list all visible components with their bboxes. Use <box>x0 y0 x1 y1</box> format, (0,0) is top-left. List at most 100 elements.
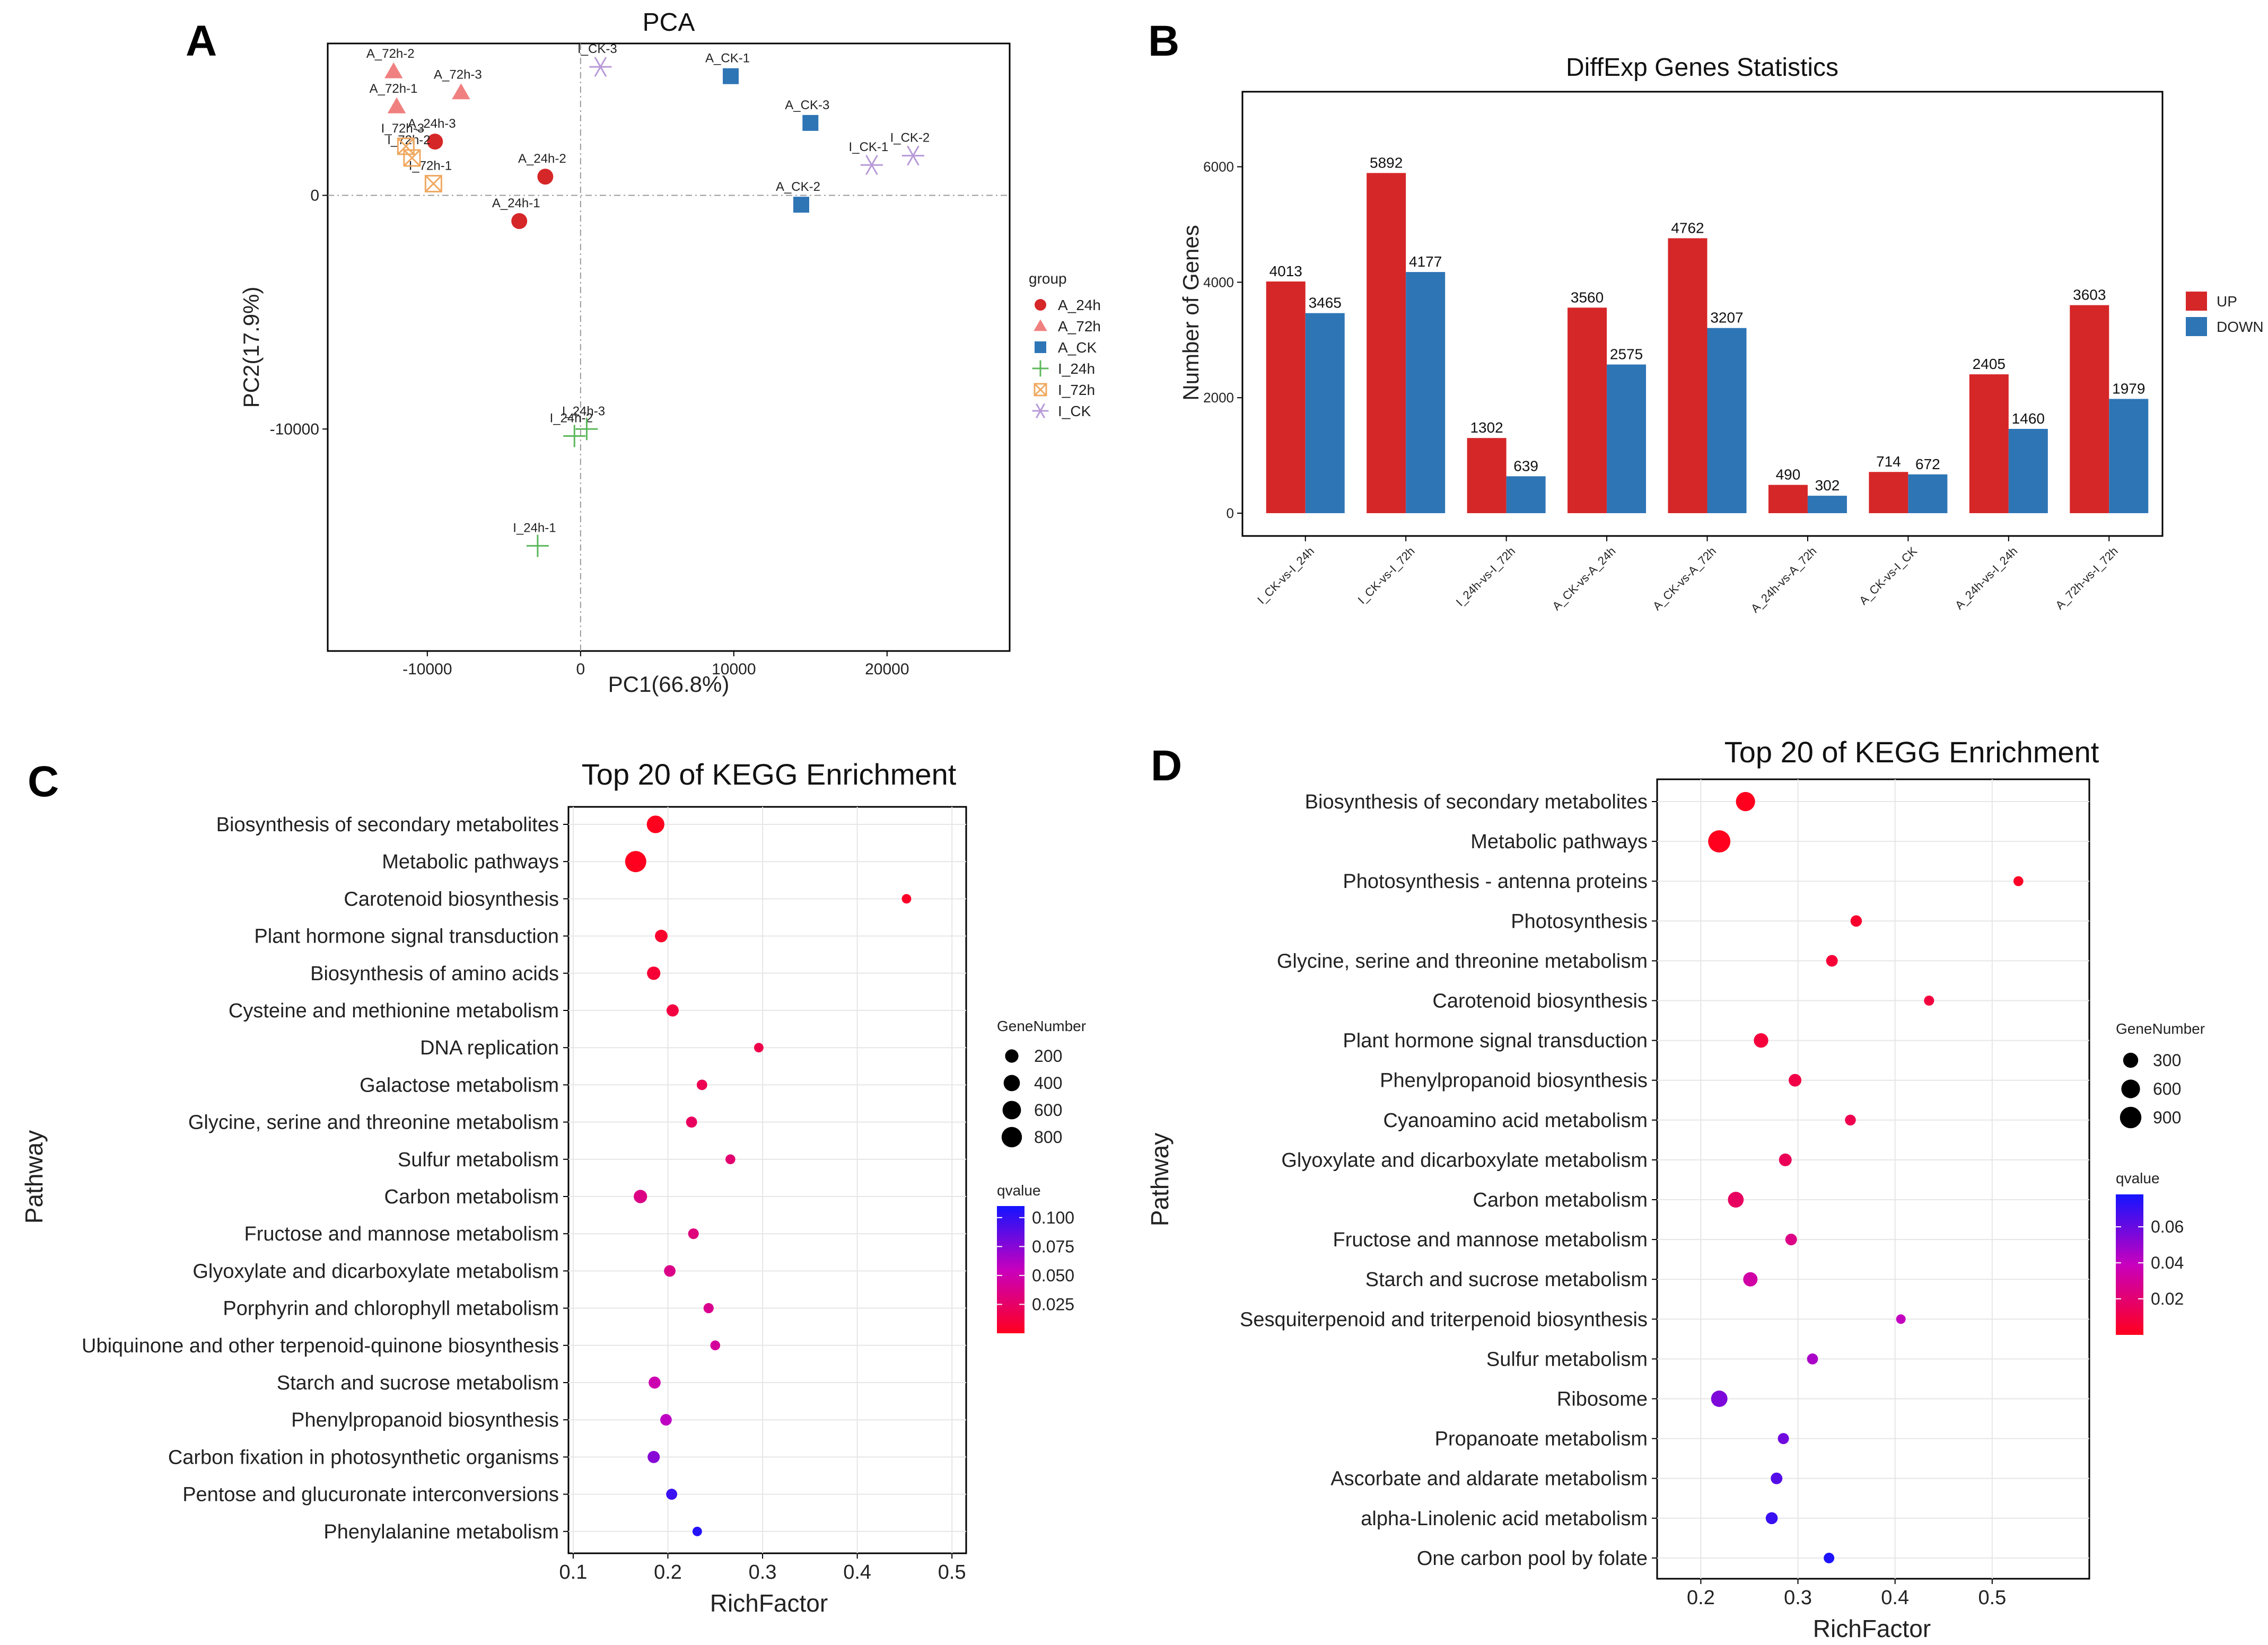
bar-legend: UP DOWN <box>2186 292 2264 336</box>
kegg-d-size-legend-label: 600 <box>2153 1079 2181 1098</box>
pca-legend-key-shape <box>1032 360 1049 377</box>
kegg-c-size-legend-key <box>1001 1127 1022 1148</box>
pca-point <box>793 197 809 213</box>
pca-legend-label: I_24h <box>1058 360 1095 377</box>
kegg-c-bubble <box>655 929 668 943</box>
pca-point-label: A_CK-1 <box>705 51 750 66</box>
bar-value-label: 672 <box>1915 456 1940 472</box>
pca-legend-key <box>1032 360 1049 377</box>
bar-value-label: 1460 <box>2012 410 2045 427</box>
kegg-c-plot-frame <box>567 806 967 1554</box>
bar <box>1807 496 1847 513</box>
kegg-d-x-tick-label: 0.2 <box>1687 1587 1715 1609</box>
pca-point <box>860 155 883 175</box>
panel-a: A PCA -10000 0 10000 20000 0 -10000 A_24h-1 A_2… <box>186 8 1101 697</box>
kegg-d-pathway-label: Carotenoid biosynthesis <box>1432 990 1648 1013</box>
bar <box>1506 476 1546 513</box>
pca-point-label: I_CK-3 <box>577 42 617 56</box>
bar-x-tick-label: A_CK-vs-A_24h <box>1549 544 1618 613</box>
panel-letter-d: D <box>1151 742 1182 790</box>
bar-value-label: 1979 <box>2112 380 2145 397</box>
pca-legend-key <box>1032 403 1049 419</box>
kegg-c-bubble <box>666 1004 679 1017</box>
kegg-d-legend: GeneNumber qvalue 300 600 900 0.06 0.04 0.02 <box>2116 1021 2205 1335</box>
bar <box>1305 313 1345 513</box>
pca-point-label: A_24h-3 <box>408 117 456 131</box>
kegg-c-bubble <box>686 1116 697 1128</box>
panel-letter-c: C <box>28 758 59 806</box>
kegg-c-size-legend-label: 600 <box>1034 1101 1062 1120</box>
kegg-c-color-legend-title: qvalue <box>997 1182 1041 1199</box>
pca-point <box>511 213 528 229</box>
pca-point <box>589 57 612 77</box>
kegg-c-size-legend-title: GeneNumber <box>997 1018 1086 1034</box>
pca-legend-label: I_CK <box>1058 403 1091 419</box>
bar-value-label: 3465 <box>1309 295 1342 311</box>
bar-x-tick-label: A_CK-vs-A_72h <box>1650 544 1719 613</box>
kegg-d-pathway-label: Ribosome <box>1557 1388 1648 1411</box>
kegg-c-pathway-label: Glyoxylate and dicarboxylate metabolism <box>192 1260 559 1282</box>
kegg-d-pathway-label: Cyanoamino acid metabolism <box>1383 1110 1648 1132</box>
kegg-d-bubble <box>1779 1153 1792 1166</box>
bar <box>2109 399 2149 513</box>
pca-point-label: I_24h-1 <box>513 521 556 535</box>
bar-x-tick-label: A_24h-vs-I_24h <box>1952 544 2020 612</box>
kegg-d-bubble <box>1777 1433 1789 1445</box>
kegg-c-x-axis-label: RichFactor <box>710 1589 828 1617</box>
bar <box>2008 429 2048 513</box>
bar-value-label: 4013 <box>1269 263 1302 279</box>
kegg-c-pathway-label: Carbon fixation in photosynthetic organi… <box>168 1446 559 1468</box>
kegg-c-size-legend-key <box>1002 1101 1021 1120</box>
kegg-c-bubble <box>625 851 646 873</box>
kegg-d-size-legend-title: GeneNumber <box>2116 1021 2205 1037</box>
pca-point <box>526 534 549 557</box>
pca-legend-key <box>1035 341 1046 353</box>
kegg-c-color-legend-label: 0.025 <box>1032 1295 1074 1314</box>
pca-point-shape <box>563 425 586 447</box>
pca-legend-key <box>1034 319 1047 331</box>
kegg-d-bubble <box>1824 1552 1835 1563</box>
kegg-d-pathway-label: Biosynthesis of secondary metabolites <box>1305 791 1648 813</box>
kegg-d-bubble <box>1924 995 1934 1006</box>
bar <box>2070 305 2109 513</box>
kegg-d-pathway-label: Photosynthesis - antenna proteins <box>1343 870 1648 893</box>
pca-point-label: I_24h-3 <box>562 404 605 418</box>
kegg-c-bubble <box>646 815 664 833</box>
pca-point <box>424 174 442 192</box>
bar-y-tick-label: 4000 <box>1203 274 1234 290</box>
kegg-d-color-legend-bar <box>2116 1194 2143 1335</box>
bar-x-tick-label: I_CK-vs-I_72h <box>1355 544 1417 606</box>
kegg-c-color-legend-label: 0.075 <box>1032 1237 1074 1256</box>
kegg-d-pathway-label: Glycine, serine and threonine metabolism <box>1277 950 1648 972</box>
panel-letter-b: B <box>1148 17 1179 65</box>
pca-point-shape <box>397 137 415 155</box>
pca-point-label: A_CK-3 <box>785 98 829 112</box>
kegg-c-x-tick-label: 0.4 <box>843 1561 871 1584</box>
bar-x-tick-label: I_24h-vs-I_72h <box>1453 544 1518 609</box>
pca-x-tick-label: 0 <box>576 661 585 678</box>
pca-point-label: A_72h-3 <box>434 68 482 82</box>
kegg-c-pathway-label: Cysteine and methionine metabolism <box>229 1000 559 1022</box>
kegg-c-color-legend-bar <box>997 1206 1024 1333</box>
kegg-d-color-legend-label: 0.04 <box>2151 1253 2184 1272</box>
kegg-c-pathway-label: Biosynthesis of secondary metabolites <box>216 814 559 836</box>
kegg-d-color-legend-label: 0.02 <box>2151 1289 2184 1308</box>
bar <box>1367 173 1406 513</box>
bar <box>1607 364 1647 513</box>
pca-legend-key-shape <box>1032 403 1049 419</box>
pca-legend-label: I_72h <box>1058 382 1095 398</box>
pca-point-shape <box>901 145 924 166</box>
kegg-d-x-tick-label: 0.4 <box>1881 1587 1909 1609</box>
bar-value-label: 5892 <box>1370 154 1403 171</box>
bar <box>1969 374 2009 513</box>
pca-point <box>403 149 421 167</box>
pca-point <box>537 169 554 185</box>
pca-point-cross <box>425 175 442 192</box>
bar-legend-key <box>2186 317 2207 336</box>
pca-point-shape <box>384 62 403 78</box>
kegg-d-color-legend-title: qvalue <box>2116 1170 2160 1186</box>
pca-point <box>723 68 739 84</box>
bar-value-label: 2405 <box>1973 356 2006 372</box>
kegg-c-legend: GeneNumber qvalue 200 400 600 800 0.100 0.075… <box>997 1018 1086 1333</box>
bar-value-label: 4177 <box>1409 253 1442 270</box>
